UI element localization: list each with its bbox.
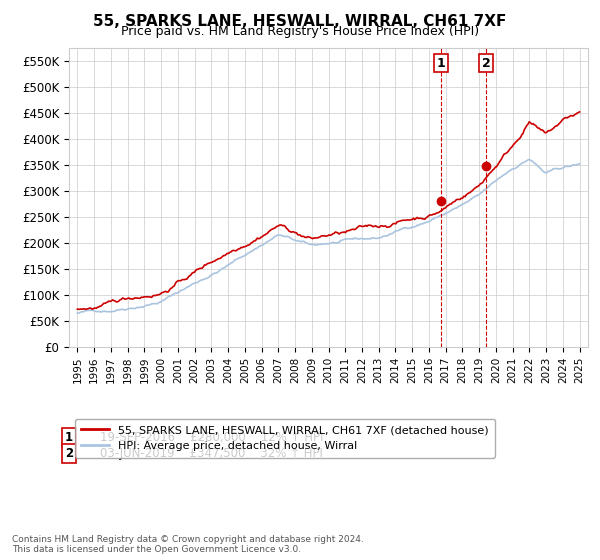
Legend: 55, SPARKS LANE, HESWALL, WIRRAL, CH61 7XF (detached house), HPI: Average price,: 55, SPARKS LANE, HESWALL, WIRRAL, CH61 7… <box>74 419 495 458</box>
Text: 1: 1 <box>437 57 445 69</box>
Text: 2: 2 <box>482 57 491 69</box>
Text: 1: 1 <box>65 431 73 444</box>
Text: Contains HM Land Registry data © Crown copyright and database right 2024.
This d: Contains HM Land Registry data © Crown c… <box>12 535 364 554</box>
Text: 03-JUN-2019    £347,500    32% ↑ HPI: 03-JUN-2019 £347,500 32% ↑ HPI <box>100 447 323 460</box>
Text: 55, SPARKS LANE, HESWALL, WIRRAL, CH61 7XF: 55, SPARKS LANE, HESWALL, WIRRAL, CH61 7… <box>94 14 506 29</box>
Text: 19-SEP-2016    £280,000    12% ↑ HPI: 19-SEP-2016 £280,000 12% ↑ HPI <box>100 431 323 444</box>
Text: Price paid vs. HM Land Registry's House Price Index (HPI): Price paid vs. HM Land Registry's House … <box>121 25 479 38</box>
Text: 2: 2 <box>65 447 73 460</box>
